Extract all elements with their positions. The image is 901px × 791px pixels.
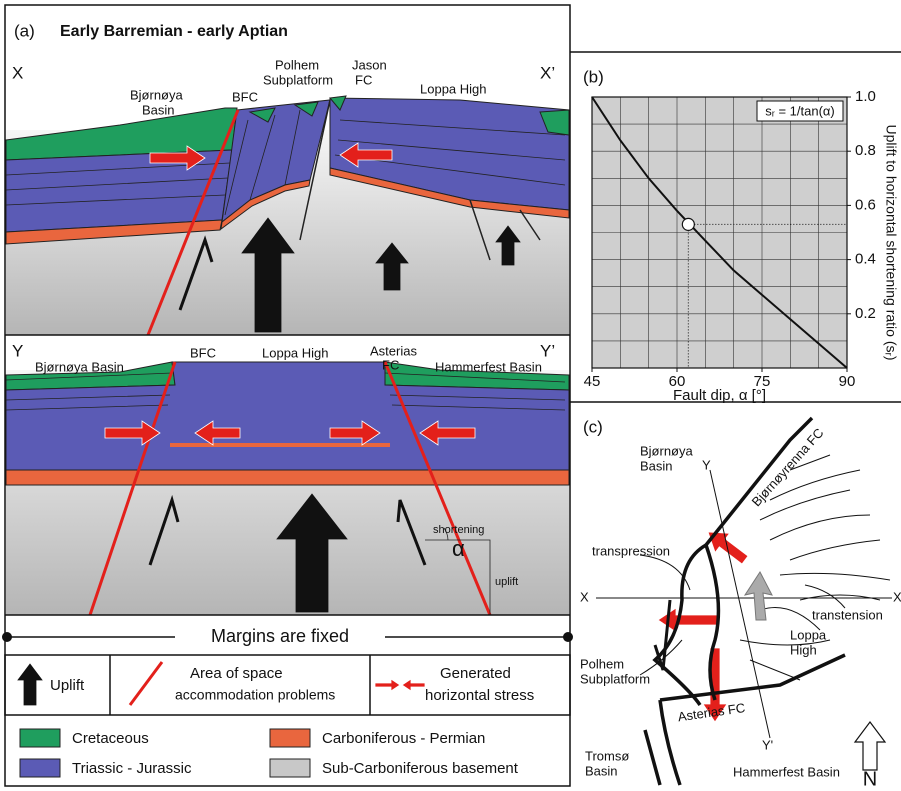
legend-text: Generated [440, 665, 511, 682]
fault [706, 418, 812, 545]
label: BFC [190, 345, 216, 360]
figure: (a) Early Barremian - early Aptian X X’ … [0, 0, 901, 791]
label: α [452, 536, 465, 561]
label: shortening [433, 524, 484, 536]
label: Basin [640, 458, 673, 473]
north-arrow [855, 722, 885, 770]
label: Loppa High [420, 81, 487, 96]
label: Hammerfest Basin [435, 359, 542, 374]
panel-label: (b) [583, 67, 604, 86]
x-tick-label: 90 [839, 373, 856, 390]
label: X [580, 589, 589, 604]
label: Polhem [275, 57, 319, 72]
panel-label: (a) [14, 21, 35, 40]
label: Basin [585, 763, 618, 778]
label: Y' [762, 737, 773, 752]
y-tick-label: 0.4 [855, 251, 876, 268]
legend-text: Triassic - Jurassic [72, 760, 192, 777]
label: BFC [232, 89, 258, 104]
label: Subplatform [263, 72, 333, 87]
label: Subplatform [580, 671, 650, 686]
label: uplift [495, 576, 518, 588]
label: Jason [352, 57, 387, 72]
panel-label: (c) [583, 417, 603, 436]
uplift-arrow [18, 664, 42, 705]
label: transpression [592, 543, 670, 558]
label: Loppa [790, 627, 827, 642]
label: Asterias [370, 343, 417, 358]
section-end: Y [12, 341, 23, 360]
legend-text: horizontal stress [425, 687, 534, 704]
pointer [640, 640, 682, 675]
y-tick-label: 0.6 [855, 196, 876, 213]
label: Y [702, 457, 711, 472]
legend-swatch [270, 759, 310, 777]
legend-swatch [270, 729, 310, 747]
margin-dot [563, 632, 573, 642]
label: Bjørnøyrenna FC [749, 425, 827, 509]
legend-stress [402, 679, 425, 691]
legend-text: Area of space [190, 665, 283, 682]
label: Bjørnøya Basin [35, 359, 124, 374]
margins-label: Margins are fixed [211, 626, 349, 646]
label: Loppa High [262, 345, 329, 360]
label: Bjørnøya [640, 443, 694, 458]
legend-fault [130, 662, 162, 705]
margin-dot [2, 632, 12, 642]
legend-text: Sub-Carboniferous basement [322, 760, 519, 777]
legend-text: Cretaceous [72, 730, 149, 747]
section-end: X [12, 63, 23, 82]
y-tick-label: 0.2 [855, 305, 876, 322]
legend-swatch [20, 729, 60, 747]
carboniferous-layer [170, 443, 390, 447]
highlight-point [682, 218, 694, 230]
legend-text: Uplift [50, 677, 85, 694]
legend-swatch [20, 759, 60, 777]
section-end: Y’ [540, 341, 555, 360]
y-tick-label: 0.8 [855, 142, 876, 159]
annotation: sᵣ = 1/tan(α) [765, 103, 835, 118]
y-axis-title: Uplift to horizontal shortening ratio (s… [883, 124, 899, 360]
panel-title: Early Barremian - early Aptian [60, 23, 288, 40]
legend-stress [375, 679, 400, 691]
label: Hammerfest Basin [733, 764, 840, 779]
label: FC [382, 357, 399, 372]
legend-text: accommodation problems [175, 687, 335, 703]
carboniferous-layer [6, 470, 569, 485]
x-axis-title: Fault dip, α [°] [673, 387, 766, 404]
label: High [790, 642, 817, 657]
label: Basin [142, 102, 175, 117]
legend-text: Carboniferous - Permian [322, 730, 485, 747]
label: N [863, 768, 877, 790]
label: Tromsø [585, 748, 629, 763]
label: X' [893, 589, 901, 604]
label: FC [355, 72, 372, 87]
section-x [6, 96, 569, 335]
section-end: X’ [540, 63, 555, 82]
label: Polhem [580, 656, 624, 671]
page: {"panel_a":{"label":"(a)","title":"Early… [0, 0, 901, 791]
y-tick-label: 1.0 [855, 88, 876, 105]
fault [645, 545, 845, 785]
label: transtension [812, 607, 883, 622]
gray-arrow [745, 572, 772, 620]
section-y [6, 362, 569, 615]
label: Asterias FC [677, 700, 746, 724]
pointer [805, 585, 845, 608]
label: Bjørnøya [130, 87, 184, 102]
x-tick-label: 45 [584, 373, 601, 390]
